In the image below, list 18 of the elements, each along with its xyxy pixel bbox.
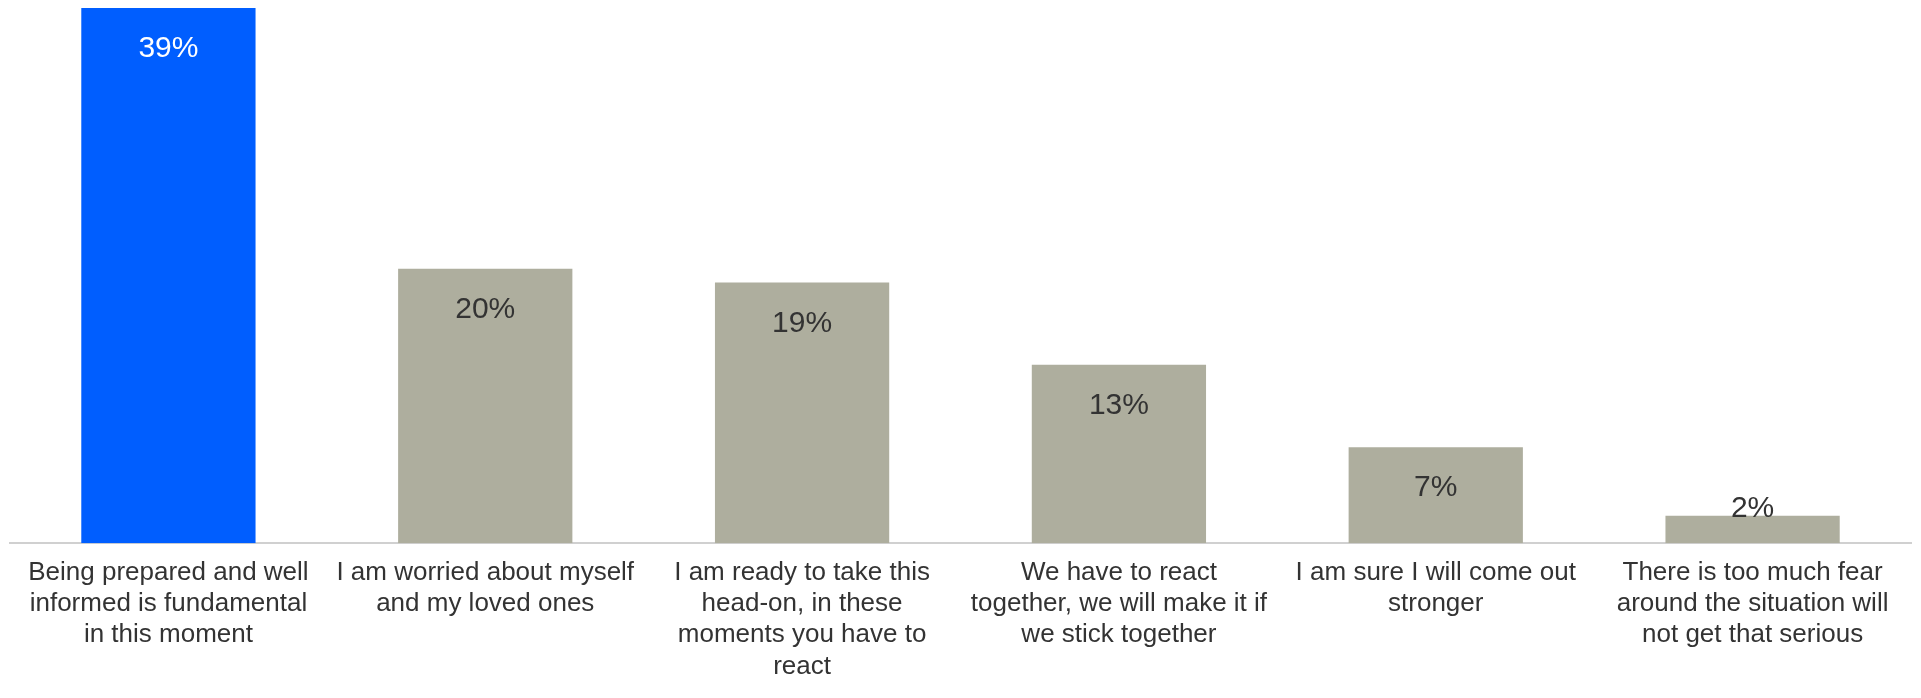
x-tick-label: I am sure I will come out stronger bbox=[1295, 555, 1577, 618]
bar bbox=[398, 268, 573, 544]
x-tick-label: I am worried about myself and my loved ones bbox=[336, 555, 635, 618]
data-label: 2% bbox=[1730, 490, 1775, 524]
bar bbox=[1665, 515, 1840, 544]
bar bbox=[1031, 364, 1207, 544]
x-tick-label: Being prepared and well informed is fundamental in this moment bbox=[28, 555, 309, 649]
data-label: 19% bbox=[772, 304, 833, 338]
x-tick-label: We have to react together, we will make it if we stick together bbox=[970, 555, 1268, 649]
bar bbox=[1348, 447, 1523, 544]
data-label: 7% bbox=[1414, 469, 1458, 503]
x-tick-label: There is too much fear around the situation will not get that serious bbox=[1616, 555, 1889, 649]
x-tick-label: I am ready to take this head-on, in these moments you have to react bbox=[674, 555, 930, 680]
data-label: 13% bbox=[1088, 387, 1149, 421]
bar bbox=[81, 8, 256, 544]
data-label: 20% bbox=[455, 291, 516, 324]
data-label: 39% bbox=[138, 30, 199, 64]
bar bbox=[714, 282, 890, 544]
